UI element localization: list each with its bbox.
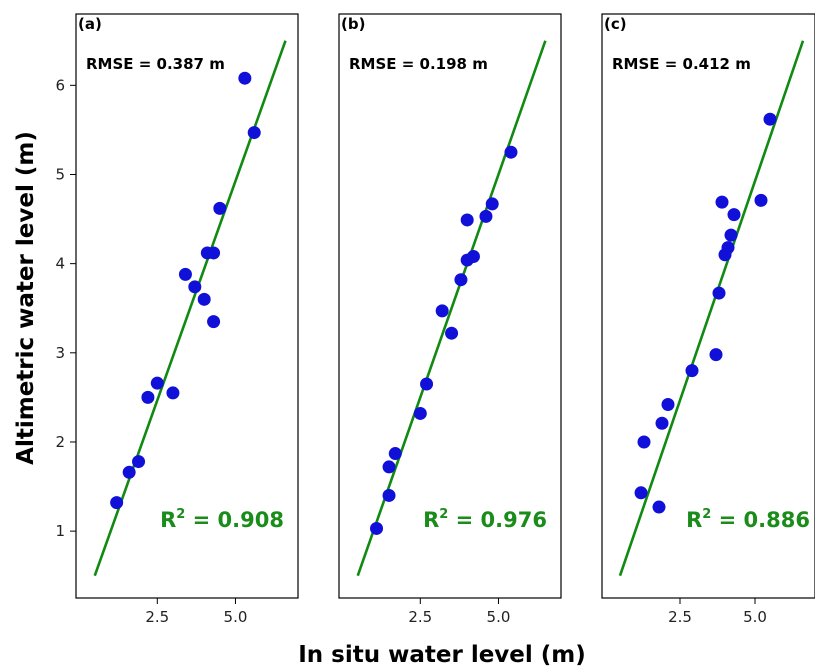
panel-1-point-2 — [382, 460, 396, 474]
panel-1-point-4 — [413, 406, 427, 420]
panel-0-rmse: RMSE = 0.387 m — [86, 55, 225, 73]
panel-1-x-tick-label-0: 2.5 — [408, 608, 432, 626]
panel-2-fit-line — [618, 40, 805, 577]
panel-2-x-tick-label-1: 5.0 — [743, 608, 767, 626]
panel-2-point-13 — [754, 193, 768, 207]
panel-2-point-11 — [724, 228, 738, 242]
panel-2-point-12 — [727, 208, 741, 222]
panel-1-rmse: RMSE = 0.198 m — [349, 55, 488, 73]
panel-1-point-11 — [466, 250, 480, 264]
panel-1-point-3 — [388, 447, 402, 461]
panel-1-point-6 — [435, 304, 449, 318]
panel-0-point-12 — [213, 201, 227, 215]
panel-2-point-0 — [634, 486, 648, 500]
panel-0-x-tick-label-0: 2.5 — [145, 608, 169, 626]
panel-0-point-2 — [132, 455, 146, 469]
panel-1-point-13 — [485, 197, 499, 211]
panel-2-r2: R2 = 0.886 — [686, 507, 810, 532]
panel-1-point-12 — [479, 209, 493, 223]
panel-2-r2-prefix: R — [686, 508, 702, 532]
panel-1-fit-line — [356, 40, 547, 577]
panel-0-point-1 — [122, 465, 136, 479]
panel-0-fit-line — [93, 40, 287, 577]
panel-2-point-4 — [661, 398, 675, 412]
panel-0-point-8 — [197, 292, 211, 306]
panel-2-r2-sup: 2 — [702, 507, 711, 522]
panel-2-label: (c) — [604, 15, 627, 33]
panel-1-r2-value: = 0.976 — [448, 508, 547, 532]
panel-2-point-1 — [637, 435, 651, 449]
panel-1-point-1 — [382, 488, 396, 502]
y-tick-label-4: 5 — [55, 165, 65, 183]
panel-2-point-7 — [712, 286, 726, 300]
panel-0-point-13 — [238, 71, 252, 85]
panel-0-point-6 — [178, 267, 192, 281]
panel-1-r2: R2 = 0.976 — [423, 507, 547, 532]
panel-1-point-10 — [460, 213, 474, 227]
panel-2-point-5 — [685, 364, 699, 378]
panel-0-x-tick-label-1: 5.0 — [224, 608, 248, 626]
panel-1-x-tick-label-1: 5.0 — [487, 608, 511, 626]
x-axis-title: In situ water level (m) — [298, 642, 586, 668]
panel-0-point-0 — [110, 496, 124, 510]
panel-2: 2.5 5.0 (c) RMSE = 0.412 m R2 = 0.886 — [601, 13, 815, 626]
y-tick-label-1: 2 — [55, 433, 65, 451]
panel-2-x-tick-label-0: 2.5 — [668, 608, 692, 626]
y-tick-label-0: 1 — [55, 522, 65, 540]
panel-1-r2-sup: 2 — [439, 507, 448, 522]
y-tick-label-5: 6 — [55, 76, 65, 94]
panel-2-point-14 — [763, 112, 777, 126]
panel-0-frame — [75, 13, 299, 599]
panel-2-rmse: RMSE = 0.412 m — [612, 55, 751, 73]
panel-1: 2.5 5.0 (b) RMSE = 0.198 m R2 = 0.976 — [338, 13, 562, 626]
panel-2-point-10 — [721, 241, 735, 255]
panel-1-frame — [338, 13, 562, 599]
panel-2-point-8 — [715, 195, 729, 209]
y-axis-title: Altimetric water level (m) — [13, 131, 39, 465]
panel-0-point-5 — [166, 386, 180, 400]
panel-0-point-10 — [207, 246, 221, 260]
panel-1-r2-prefix: R — [423, 508, 439, 532]
panel-1-point-14 — [504, 145, 518, 159]
panel-2-point-2 — [652, 500, 666, 514]
panel-2-point-3 — [655, 416, 669, 430]
panel-0-r2-value: = 0.908 — [185, 508, 284, 532]
panel-1-label: (b) — [341, 15, 365, 33]
panel-0-point-7 — [188, 280, 202, 294]
panel-2-frame — [601, 13, 815, 599]
panel-2-r2-value: = 0.886 — [711, 508, 810, 532]
panel-0-point-3 — [141, 390, 155, 404]
panel-0-point-11 — [207, 315, 221, 329]
panel-0-r2-sup: 2 — [176, 507, 185, 522]
panel-0-point-4 — [150, 376, 164, 390]
panel-0-label: (a) — [78, 15, 102, 33]
panel-2-point-6 — [709, 348, 723, 362]
panel-1-point-8 — [454, 273, 468, 287]
panel-1-point-5 — [420, 377, 434, 391]
panel-1-point-7 — [445, 326, 459, 340]
panel-0-r2: R2 = 0.908 — [160, 507, 284, 532]
panel-1-point-0 — [370, 521, 384, 535]
panel-0-r2-prefix: R — [160, 508, 176, 532]
y-tick-label-3: 4 — [55, 255, 65, 273]
y-tick-label-2: 3 — [55, 344, 65, 362]
panel-0-point-14 — [247, 126, 261, 140]
